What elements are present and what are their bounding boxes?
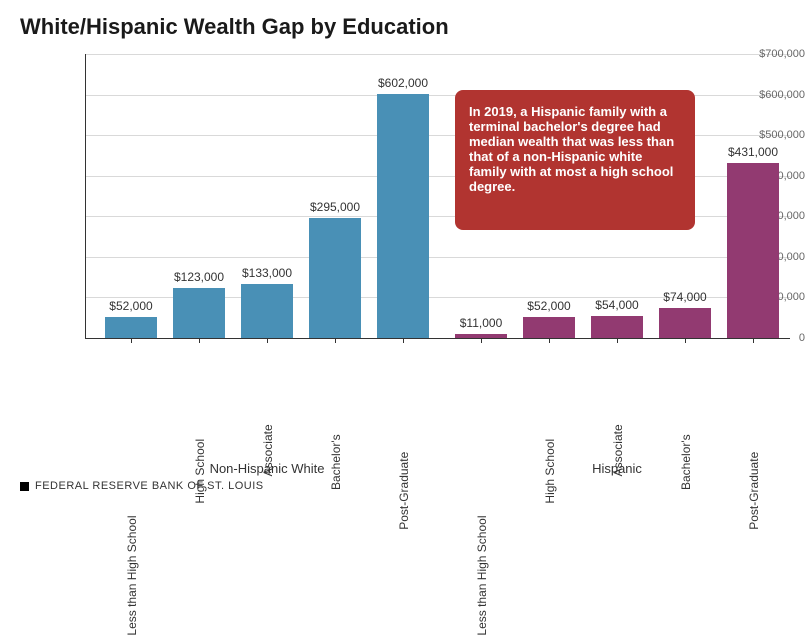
bar xyxy=(523,317,575,338)
bar xyxy=(377,94,429,338)
x-tick xyxy=(617,338,618,343)
chart-container: White/Hispanic Wealth Gap by Education 0… xyxy=(0,0,805,505)
source-attribution: FEDERAL RESERVE BANK OF ST. LOUIS xyxy=(20,480,264,492)
callout-box: In 2019, a Hispanic family with a termin… xyxy=(455,90,695,230)
group-label: Hispanic xyxy=(592,461,642,476)
y-tick-label: $500,000 xyxy=(728,129,805,141)
x-tick xyxy=(403,338,404,343)
bar xyxy=(727,163,779,338)
bar xyxy=(105,317,157,338)
bar xyxy=(241,284,293,338)
y-tick-label: $700,000 xyxy=(728,48,805,60)
bar xyxy=(309,218,361,338)
source-marker xyxy=(20,482,29,491)
x-tick-label: Bachelor's xyxy=(329,418,343,490)
x-tick xyxy=(481,338,482,343)
x-tick-label: Post-Graduate xyxy=(747,438,761,530)
group-label: Non-Hispanic White xyxy=(210,461,325,476)
bar xyxy=(455,334,507,338)
x-tick-label: Post-Graduate xyxy=(397,438,411,530)
bar-value-label: $74,000 xyxy=(663,290,706,304)
bar-value-label: $52,000 xyxy=(527,299,570,313)
bar xyxy=(659,308,711,338)
bar xyxy=(173,288,225,338)
x-tick-label: High School xyxy=(543,425,557,504)
y-tick-label: $600,000 xyxy=(728,89,805,101)
x-tick xyxy=(685,338,686,343)
bar-value-label: $52,000 xyxy=(109,299,152,313)
bar-value-label: $295,000 xyxy=(310,200,360,214)
x-tick-label: Less than High School xyxy=(125,491,139,635)
bar-value-label: $11,000 xyxy=(460,316,503,330)
bar-value-label: $431,000 xyxy=(728,145,778,159)
x-tick xyxy=(549,338,550,343)
x-tick-label: Less than High School xyxy=(475,491,489,635)
chart-title: White/Hispanic Wealth Gap by Education xyxy=(20,14,449,40)
x-tick xyxy=(335,338,336,343)
bar-value-label: $54,000 xyxy=(595,298,638,312)
x-tick xyxy=(199,338,200,343)
y-axis xyxy=(85,54,86,338)
x-tick xyxy=(267,338,268,343)
gridline xyxy=(85,257,790,258)
bar xyxy=(591,316,643,338)
x-tick xyxy=(131,338,132,343)
gridline xyxy=(85,54,790,55)
x-tick-label: Bachelor's xyxy=(679,418,693,490)
bar-value-label: $123,000 xyxy=(174,270,224,284)
bar-value-label: $602,000 xyxy=(378,76,428,90)
bar-value-label: $133,000 xyxy=(242,266,292,280)
source-text: FEDERAL RESERVE BANK OF ST. LOUIS xyxy=(35,480,264,492)
